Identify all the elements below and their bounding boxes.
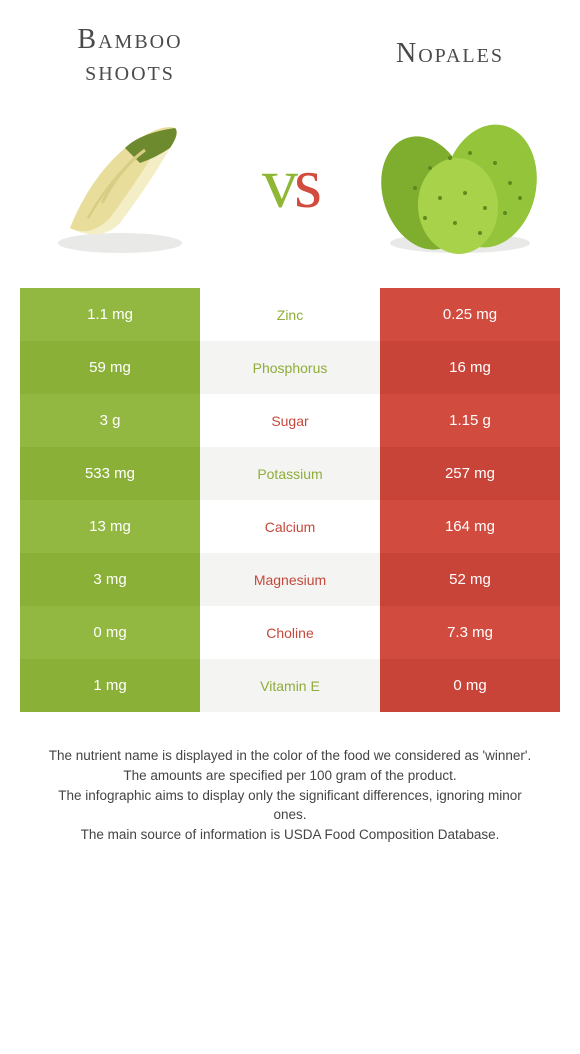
nutrient-name: Phosphorus bbox=[200, 341, 380, 394]
left-value: 3 g bbox=[20, 394, 200, 447]
nutrient-table: 1.1 mgZinc0.25 mg59 mgPhosphorus16 mg3 g… bbox=[20, 288, 560, 712]
table-row: 1 mgVitamin E0 mg bbox=[20, 659, 560, 712]
right-food-image bbox=[370, 108, 550, 258]
nopales-icon bbox=[370, 108, 550, 258]
right-value: 1.15 g bbox=[380, 394, 560, 447]
table-row: 0 mgCholine7.3 mg bbox=[20, 606, 560, 659]
right-value: 52 mg bbox=[380, 553, 560, 606]
table-row: 533 mgPotassium257 mg bbox=[20, 447, 560, 500]
right-value: 7.3 mg bbox=[380, 606, 560, 659]
title-row: Bamboo shoots Nopales bbox=[20, 24, 560, 98]
vs-label: vs bbox=[262, 142, 318, 225]
footnote-line: The amounts are specified per 100 gram o… bbox=[40, 766, 540, 786]
left-value: 1 mg bbox=[20, 659, 200, 712]
vs-v: v bbox=[262, 142, 294, 225]
table-row: 13 mgCalcium164 mg bbox=[20, 500, 560, 553]
nutrient-name: Magnesium bbox=[200, 553, 380, 606]
vs-s: s bbox=[294, 142, 318, 225]
bamboo-shoot-icon bbox=[30, 108, 210, 258]
right-value: 164 mg bbox=[380, 500, 560, 553]
table-row: 3 mgMagnesium52 mg bbox=[20, 553, 560, 606]
right-value: 16 mg bbox=[380, 341, 560, 394]
left-value: 3 mg bbox=[20, 553, 200, 606]
footnote-line: The infographic aims to display only the… bbox=[40, 786, 540, 825]
table-row: 1.1 mgZinc0.25 mg bbox=[20, 288, 560, 341]
infographic-root: Bamboo shoots Nopales vs bbox=[0, 0, 580, 844]
right-food-title: Nopales bbox=[350, 24, 550, 70]
nutrient-name: Zinc bbox=[200, 288, 380, 341]
nutrient-name: Calcium bbox=[200, 500, 380, 553]
left-value: 533 mg bbox=[20, 447, 200, 500]
left-value: 0 mg bbox=[20, 606, 200, 659]
nutrient-name: Sugar bbox=[200, 394, 380, 447]
nutrient-name: Potassium bbox=[200, 447, 380, 500]
left-food-image bbox=[30, 108, 210, 258]
footnotes: The nutrient name is displayed in the co… bbox=[20, 712, 560, 844]
right-value: 0 mg bbox=[380, 659, 560, 712]
right-value: 257 mg bbox=[380, 447, 560, 500]
footnote-line: The main source of information is USDA F… bbox=[40, 825, 540, 845]
table-row: 59 mgPhosphorus16 mg bbox=[20, 341, 560, 394]
left-value: 1.1 mg bbox=[20, 288, 200, 341]
hero-row: vs bbox=[20, 98, 560, 288]
nutrient-name: Choline bbox=[200, 606, 380, 659]
nutrient-name: Vitamin E bbox=[200, 659, 380, 712]
right-value: 0.25 mg bbox=[380, 288, 560, 341]
footnote-line: The nutrient name is displayed in the co… bbox=[40, 746, 540, 766]
left-value: 13 mg bbox=[20, 500, 200, 553]
table-row: 3 gSugar1.15 g bbox=[20, 394, 560, 447]
left-value: 59 mg bbox=[20, 341, 200, 394]
left-food-title: Bamboo shoots bbox=[30, 24, 230, 88]
